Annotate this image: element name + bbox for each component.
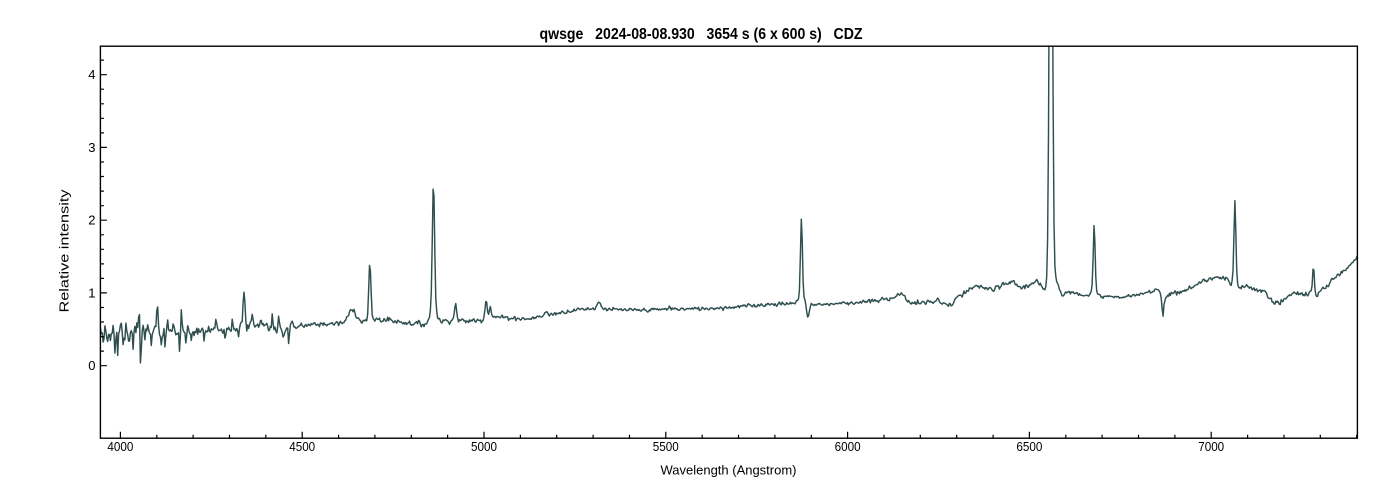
svg-text:4000: 4000 (107, 439, 133, 454)
svg-text:7000: 7000 (1198, 439, 1224, 454)
svg-text:5500: 5500 (653, 439, 679, 454)
svg-text:4: 4 (88, 67, 95, 82)
svg-text:Relative intensity: Relative intensity (57, 189, 72, 313)
svg-text:3: 3 (88, 140, 95, 155)
svg-text:4500: 4500 (289, 439, 315, 454)
svg-text:1: 1 (88, 285, 95, 300)
svg-text:qwsge 2024-08-08.930 3654: qwsge 2024-08-08.930 3654 s (6 x 600 s) … (540, 26, 863, 43)
svg-text:6000: 6000 (835, 439, 861, 454)
svg-text:2: 2 (88, 213, 95, 228)
svg-text:5000: 5000 (471, 439, 497, 454)
svg-text:Wavelength (Angstrom): Wavelength (Angstrom) (661, 463, 797, 478)
svg-text:6500: 6500 (1016, 439, 1042, 454)
svg-text:0: 0 (88, 358, 95, 373)
